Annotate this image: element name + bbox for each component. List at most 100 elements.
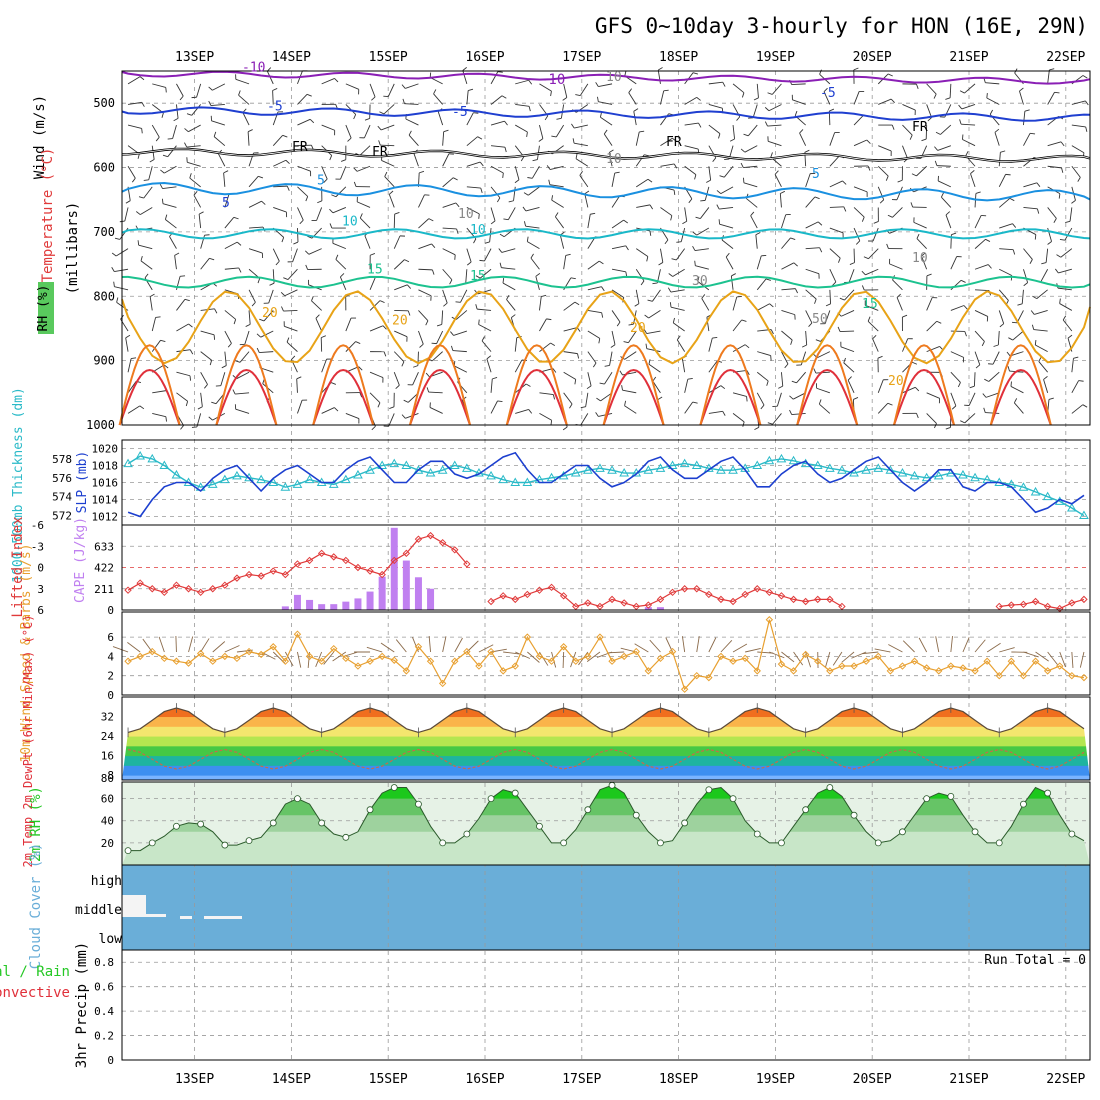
- wind-barb-feather: [208, 416, 213, 421]
- wind-barb-10m: [570, 651, 577, 668]
- wind-barb: [684, 379, 689, 393]
- wind-barb: [224, 241, 238, 250]
- thickness-marker: [498, 474, 509, 484]
- wind-barb: [1060, 248, 1073, 258]
- temp-line: [127, 707, 1085, 734]
- wind-barb: [515, 79, 529, 85]
- wind-barb: [624, 405, 637, 414]
- wind-barb: [211, 120, 225, 126]
- precip-tick-label: 0.2: [94, 1030, 114, 1043]
- wind-barb: [1047, 165, 1062, 169]
- wind-barb-feather: [453, 177, 458, 181]
- wind-barb-10m: [634, 643, 649, 653]
- wind-barb-feather: [887, 73, 893, 77]
- wind-barb-feather: [179, 95, 184, 101]
- wind-barb: [974, 215, 982, 229]
- wind-barb-feather: [794, 110, 798, 116]
- wind-barb-feather: [565, 253, 571, 256]
- cape-bar: [656, 607, 664, 610]
- wind-barb: [1023, 269, 1029, 283]
- wind-barb-feather: [449, 279, 453, 285]
- wind-barb-feather: [550, 420, 553, 426]
- wind-barb-feather: [989, 109, 993, 115]
- pressure-tick-label: 500: [93, 96, 115, 110]
- wind-barb-feather: [887, 402, 893, 406]
- wind-barb-feather: [186, 113, 192, 116]
- wind-barb: [732, 125, 736, 140]
- cloud-tick-label: low: [99, 932, 123, 947]
- day-label-bottom: 17SEP: [562, 1072, 601, 1087]
- wind-barb-feather: [765, 278, 771, 281]
- wind-barb: [926, 104, 932, 118]
- wind-barb: [148, 166, 153, 180]
- wind-barb-feather: [497, 400, 503, 402]
- wind-barb-feather: [1082, 75, 1088, 79]
- lifted-index-marker: [221, 581, 229, 589]
- wind-barb: [805, 196, 816, 208]
- wind-barb: [779, 193, 782, 208]
- wind-barb: [805, 268, 820, 275]
- day-label-bottom: 21SEP: [949, 1072, 988, 1087]
- wind-barb-feather: [750, 211, 755, 217]
- thickness-marker: [461, 463, 472, 472]
- wind-barb: [418, 268, 433, 271]
- ylabel-rh2m: 2m RH (%): [28, 786, 44, 862]
- wind-barb-feather: [769, 303, 774, 308]
- wind-barb: [296, 378, 298, 393]
- wind-barb-feather: [1053, 218, 1057, 223]
- wind-barb-feather: [951, 405, 957, 410]
- wind-barb-feather: [502, 172, 504, 178]
- ylabel-precip-convective: Convective: [0, 985, 70, 1001]
- wind-barb: [388, 413, 395, 427]
- wind-barb: [125, 337, 129, 352]
- wind-barb-feather: [652, 282, 658, 285]
- contour-inline-label: 10: [606, 70, 622, 85]
- wind-barb-feather: [275, 260, 280, 266]
- wind-barb-10m: [1047, 651, 1058, 665]
- wind-barb: [1043, 379, 1049, 393]
- rh2m-marker: [826, 784, 834, 791]
- wind-barb-feather: [359, 392, 363, 398]
- wind-speed-marker: [801, 650, 810, 659]
- wind-barb: [1071, 404, 1084, 414]
- wind-barb-feather: [1005, 173, 1011, 176]
- thickness-tick-label: 578: [52, 453, 72, 466]
- wind-barb-feather: [619, 370, 623, 376]
- lifted-index-marker: [838, 602, 846, 611]
- dewpoint-line: [127, 748, 1085, 770]
- wind-barb-feather: [1049, 68, 1055, 71]
- thickness-marker: [570, 468, 581, 477]
- wind-barb: [283, 309, 298, 312]
- wind-barb: [841, 310, 855, 317]
- day-label-bottom: 20SEP: [853, 1072, 892, 1087]
- wind-barb: [559, 234, 565, 249]
- wind-barb: [902, 386, 916, 394]
- wind-barb-feather: [657, 396, 663, 401]
- wind-barb-feather: [528, 106, 531, 112]
- warm-dome-contour-outer: [796, 344, 859, 426]
- wind-barb: [539, 83, 552, 92]
- wind-barb-feather: [371, 426, 376, 431]
- isotherm-label: 20: [392, 313, 408, 328]
- wind-barb-feather: [552, 368, 557, 373]
- wind-barb-10m: [284, 651, 294, 667]
- wind-barb-feather: [1071, 200, 1076, 204]
- wind-barb: [515, 104, 530, 107]
- wind-barb-10m: [862, 651, 879, 655]
- wind-barb-feather: [305, 264, 309, 270]
- temp-band: [122, 775, 1090, 780]
- wind-barb-feather: [286, 337, 290, 343]
- wind-speed-marker: [209, 657, 217, 665]
- wind-tick-label: 2: [107, 670, 114, 683]
- wind-barb-feather: [466, 261, 472, 266]
- wind-barb: [609, 351, 613, 366]
- day-label-bottom: 18SEP: [659, 1072, 698, 1087]
- wind-barb: [138, 244, 153, 250]
- wind-barb-feather: [299, 219, 304, 225]
- wind-barb-10m: [902, 640, 915, 653]
- wind-barb: [796, 371, 806, 384]
- wind-barb-feather: [927, 117, 932, 122]
- wind-barb: [186, 145, 201, 148]
- wind-barb: [646, 348, 661, 353]
- rh2m-marker: [1044, 789, 1052, 797]
